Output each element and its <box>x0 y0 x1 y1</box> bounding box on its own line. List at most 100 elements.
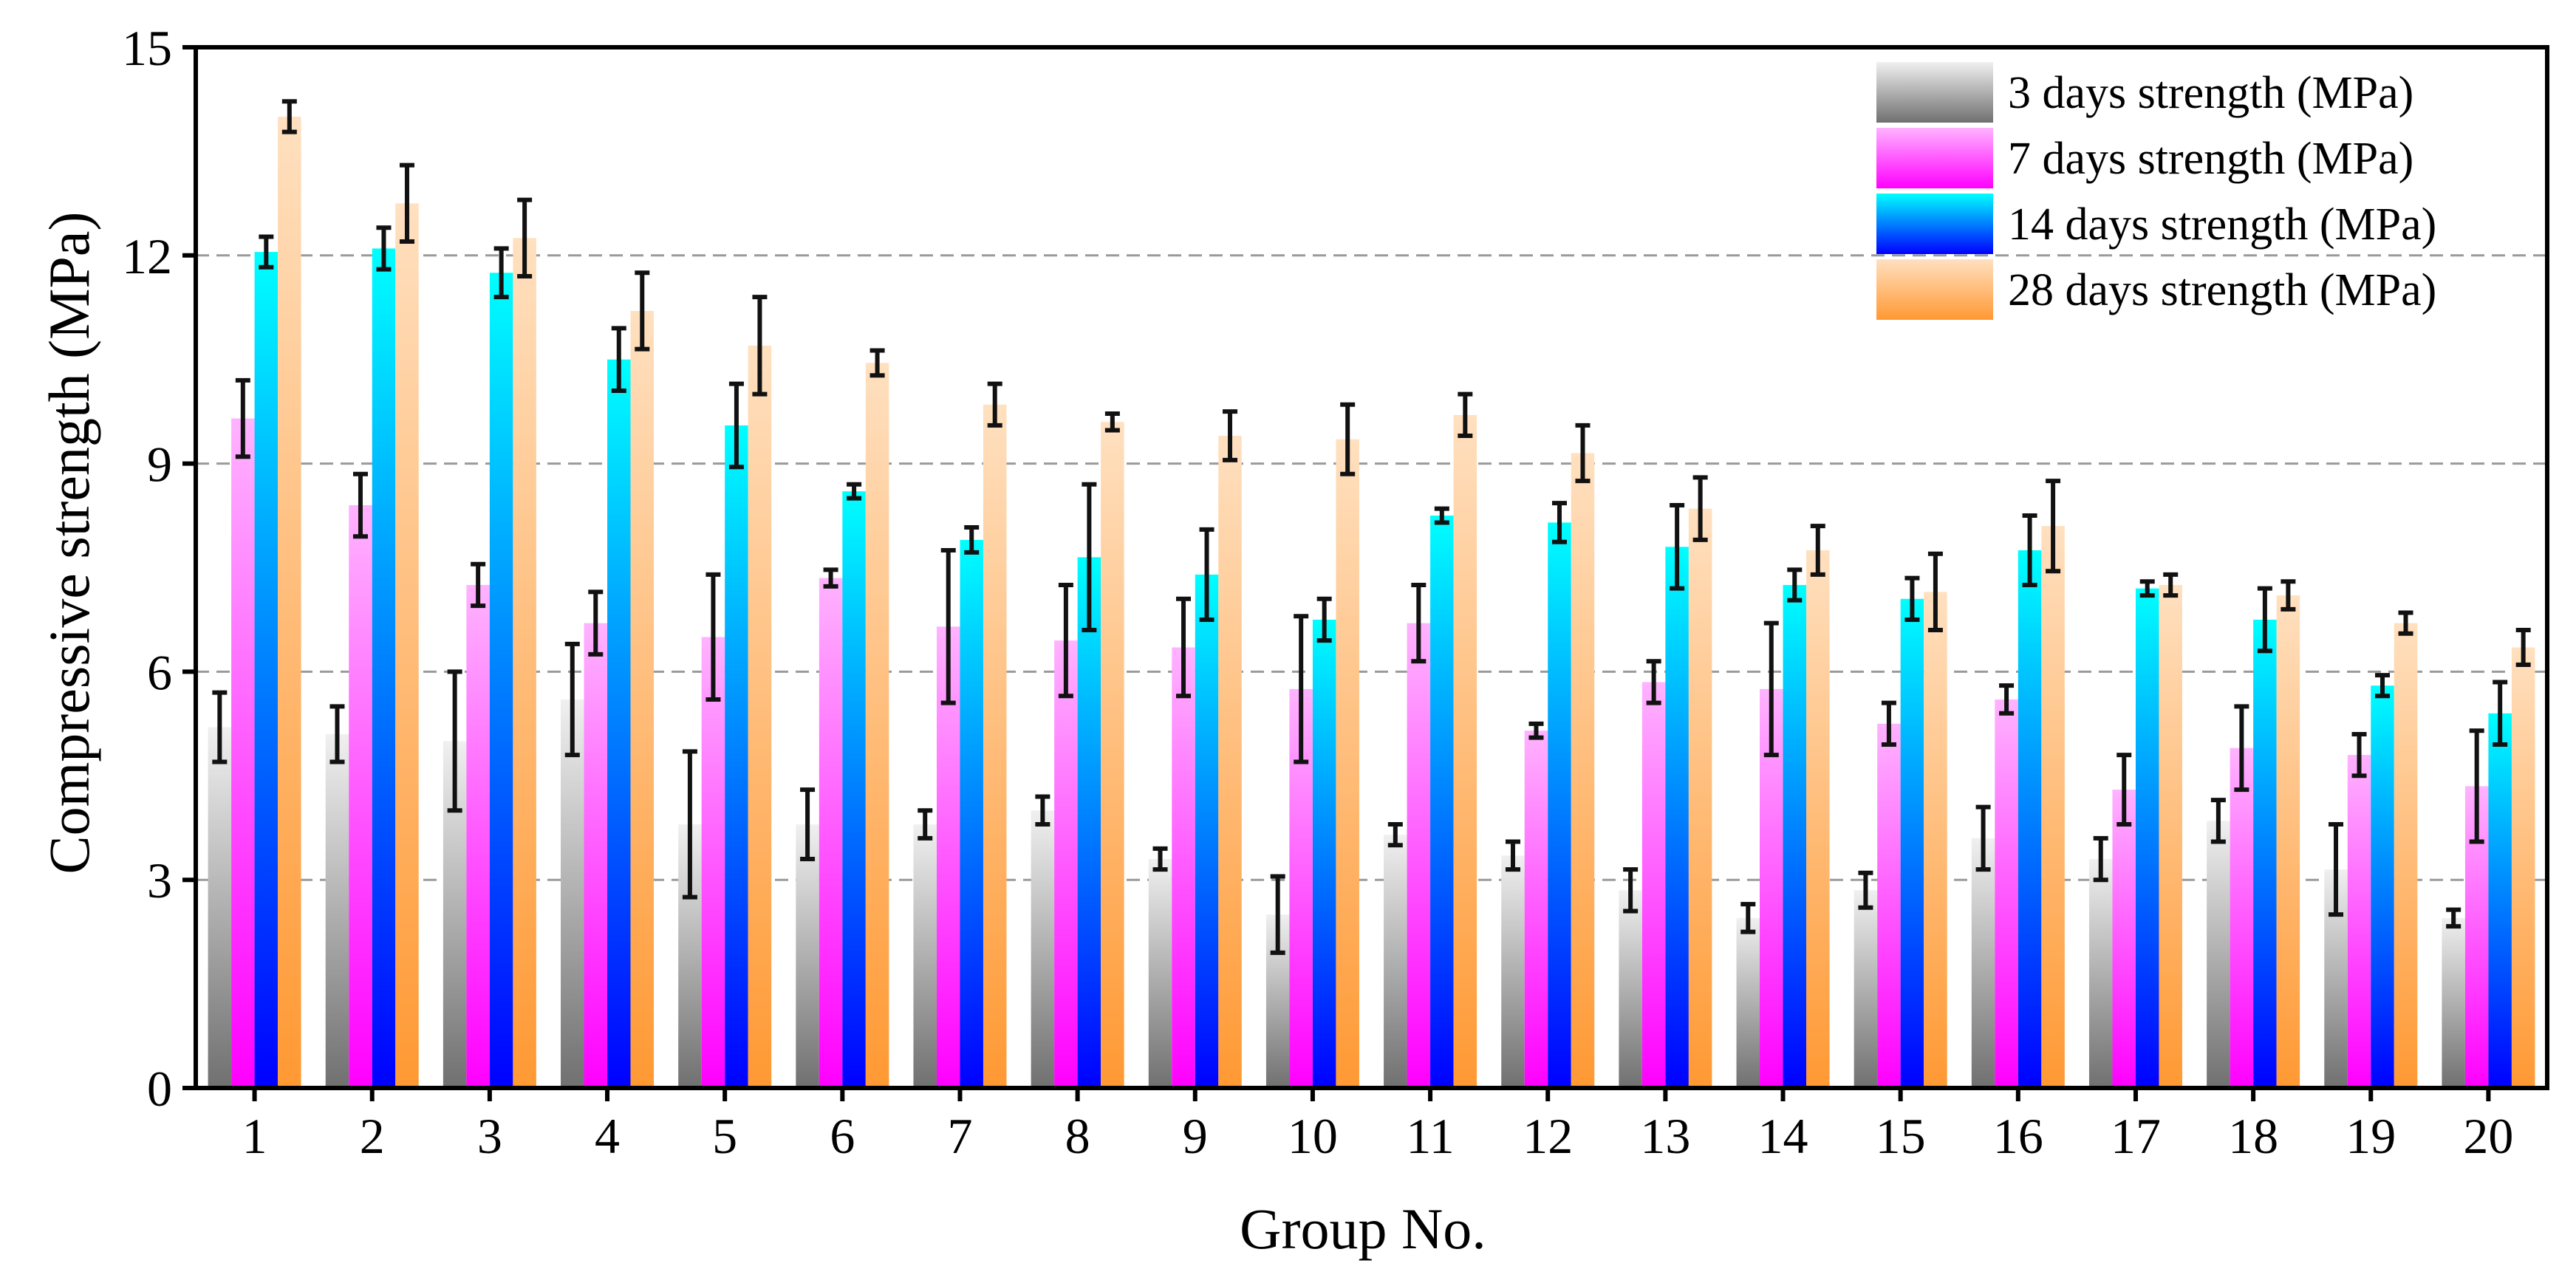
bar-group-4-3-days-strength-mpa <box>561 699 584 1088</box>
bar-group-16-3-days-strength-mpa <box>1971 838 1995 1088</box>
error-bar-group-15-28-days-strength-mpa <box>1927 551 1943 633</box>
bar-group-17-14-days-strength-mpa <box>2135 588 2159 1088</box>
bar-group-17-28-days-strength-mpa <box>2159 584 2182 1088</box>
x-tick-label: 11 <box>1406 1108 1454 1164</box>
error-bar-group-3-3-days-strength-mpa <box>447 669 462 813</box>
x-tick-label: 14 <box>1758 1108 1808 1164</box>
error-bar-group-6-7-days-strength-mpa <box>823 567 838 589</box>
error-bar-group-6-14-days-strength-mpa <box>847 482 862 501</box>
bar-group-16-14-days-strength-mpa <box>2018 550 2042 1088</box>
bar-group-4-14-days-strength-mpa <box>607 359 631 1088</box>
error-bar-group-11-7-days-strength-mpa <box>1411 582 1427 664</box>
bar-group-17-7-days-strength-mpa <box>2112 790 2136 1088</box>
x-tick-label: 18 <box>2228 1108 2278 1164</box>
error-bar-group-3-7-days-strength-mpa <box>471 561 486 609</box>
bar-group-5-28-days-strength-mpa <box>748 345 772 1088</box>
error-bar-group-13-28-days-strength-mpa <box>1692 475 1708 542</box>
legend-swatch <box>1876 128 1993 188</box>
x-tick-label: 13 <box>1640 1108 1690 1164</box>
error-bar-group-14-7-days-strength-mpa <box>1763 620 1779 758</box>
error-bar-group-13-14-days-strength-mpa <box>1670 502 1685 591</box>
bar-group-1-28-days-strength-mpa <box>278 116 301 1088</box>
error-bar-group-14-28-days-strength-mpa <box>1810 524 1825 577</box>
bar-group-1-14-days-strength-mpa <box>254 252 279 1089</box>
x-tick-label: 7 <box>947 1108 972 1164</box>
bar-group-3-14-days-strength-mpa <box>489 273 513 1088</box>
gridlines <box>196 254 2547 881</box>
error-bar-group-12-3-days-strength-mpa <box>1505 839 1520 872</box>
bar-group-12-28-days-strength-mpa <box>1571 453 1595 1088</box>
error-bar-group-8-3-days-strength-mpa <box>1035 794 1050 827</box>
y-tick-label: 15 <box>122 20 172 76</box>
error-bar-group-5-3-days-strength-mpa <box>682 749 697 900</box>
bar-group-12-3-days-strength-mpa <box>1501 855 1525 1088</box>
bar-group-19-28-days-strength-mpa <box>2394 623 2418 1088</box>
error-bar-group-20-3-days-strength-mpa <box>2446 907 2461 929</box>
legend-item-28-days-strength-mpa: 28 days strength (MPa) <box>1876 259 2436 320</box>
legend-label: 7 days strength (MPa) <box>2008 134 2413 184</box>
error-bar-group-18-7-days-strength-mpa <box>2234 704 2249 793</box>
bar-group-6-28-days-strength-mpa <box>865 363 889 1088</box>
y-tick-label: 3 <box>147 852 172 909</box>
error-bar-group-13-7-days-strength-mpa <box>1646 659 1661 705</box>
legend-item-3-days-strength-mpa: 3 days strength (MPa) <box>1876 62 2413 123</box>
error-bar-group-17-7-days-strength-mpa <box>2117 753 2132 827</box>
error-bar-group-19-7-days-strength-mpa <box>2351 731 2367 779</box>
bar-group-7-3-days-strength-mpa <box>913 824 937 1088</box>
error-bar-group-1-28-days-strength-mpa <box>281 99 297 134</box>
legend-item-14-days-strength-mpa: 14 days strength (MPa) <box>1876 194 2436 254</box>
y-tick-label: 0 <box>147 1061 172 1117</box>
error-bar-group-7-14-days-strength-mpa <box>964 525 980 555</box>
bar-group-19-14-days-strength-mpa <box>2371 685 2394 1088</box>
x-tick-label: 9 <box>1183 1108 1208 1164</box>
bar-group-19-7-days-strength-mpa <box>2347 755 2371 1088</box>
x-tick-label: 4 <box>595 1108 620 1164</box>
bar-group-2-3-days-strength-mpa <box>325 733 349 1088</box>
legend-item-7-days-strength-mpa: 7 days strength (MPa) <box>1876 128 2413 188</box>
x-axis-title: Group No. <box>1240 1197 1486 1261</box>
bar-group-8-14-days-strength-mpa <box>1077 557 1101 1088</box>
error-bar-group-17-3-days-strength-mpa <box>2093 835 2108 883</box>
y-tick-label: 9 <box>147 437 172 493</box>
error-bar-group-7-7-days-strength-mpa <box>940 548 956 705</box>
error-bar-group-16-3-days-strength-mpa <box>1975 804 1991 872</box>
bar-group-9-7-days-strength-mpa <box>1172 647 1195 1088</box>
error-bar-group-14-3-days-strength-mpa <box>1740 902 1756 934</box>
error-bar-group-16-28-days-strength-mpa <box>2046 479 2061 574</box>
error-bar-group-5-14-days-strength-mpa <box>728 381 744 470</box>
bar-group-6-14-days-strength-mpa <box>842 491 866 1088</box>
bar-group-8-28-days-strength-mpa <box>1101 422 1124 1088</box>
error-bar-group-2-3-days-strength-mpa <box>329 704 345 764</box>
error-bar-group-15-3-days-strength-mpa <box>1858 870 1873 910</box>
x-tick-label: 5 <box>712 1108 737 1164</box>
bar-group-14-3-days-strength-mpa <box>1736 917 1760 1088</box>
error-bar-group-2-7-days-strength-mpa <box>352 471 368 539</box>
x-tick-label: 3 <box>477 1108 502 1164</box>
error-bar-group-11-28-days-strength-mpa <box>1458 391 1473 439</box>
bar-group-13-3-days-strength-mpa <box>1619 890 1642 1088</box>
x-tick-label: 10 <box>1288 1108 1338 1164</box>
error-bar-group-9-28-days-strength-mpa <box>1223 409 1238 462</box>
bar-group-9-28-days-strength-mpa <box>1218 436 1242 1088</box>
bars <box>208 116 2535 1089</box>
error-bar-group-2-28-days-strength-mpa <box>399 162 414 244</box>
error-bar-group-4-14-days-strength-mpa <box>611 326 626 393</box>
bar-group-15-28-days-strength-mpa <box>1924 592 1947 1088</box>
bar-group-11-7-days-strength-mpa <box>1407 623 1431 1088</box>
error-bars <box>212 99 2531 955</box>
error-bar-group-1-14-days-strength-mpa <box>259 234 274 270</box>
bar-group-18-14-days-strength-mpa <box>2253 619 2277 1088</box>
error-bar-group-3-28-days-strength-mpa <box>517 197 533 278</box>
error-bar-group-1-3-days-strength-mpa <box>212 690 228 764</box>
bar-group-18-28-days-strength-mpa <box>2276 595 2300 1088</box>
bar-group-5-14-days-strength-mpa <box>725 425 748 1088</box>
error-bar-group-18-3-days-strength-mpa <box>2210 798 2226 844</box>
bar-group-9-14-days-strength-mpa <box>1195 574 1219 1088</box>
error-bar-group-20-14-days-strength-mpa <box>2493 680 2508 747</box>
bar-group-20-14-days-strength-mpa <box>2488 713 2512 1088</box>
error-bar-group-3-14-days-strength-mpa <box>493 246 509 300</box>
bar-group-16-28-days-strength-mpa <box>2041 526 2065 1088</box>
x-tick-label: 12 <box>1523 1108 1573 1164</box>
